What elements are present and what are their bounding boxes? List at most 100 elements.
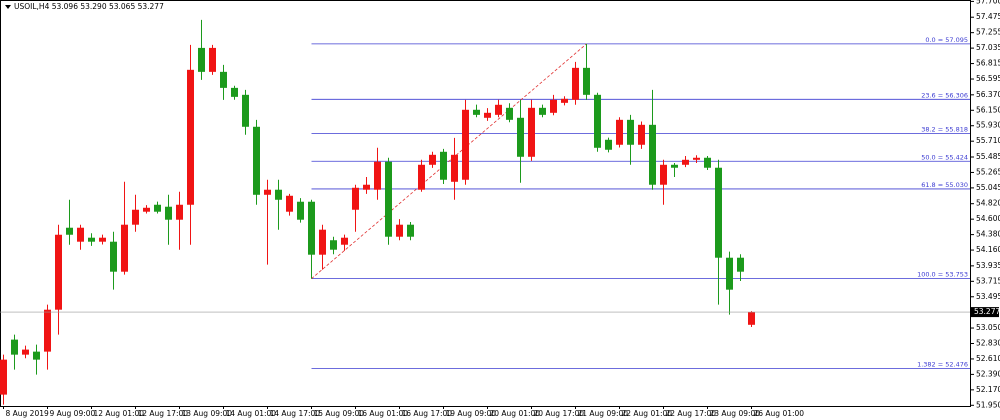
candle-body xyxy=(55,234,62,310)
candle-body xyxy=(99,237,106,242)
x-tick-label: 12 Aug 17:00 xyxy=(138,409,189,418)
x-tick-label: 22 Aug 01:00 xyxy=(622,409,673,418)
candle-body xyxy=(473,109,480,115)
y-tick-label: 57.255 xyxy=(976,28,1000,37)
candle-body xyxy=(517,117,524,157)
candle-body xyxy=(451,154,458,182)
x-tick-label: 19 Aug 09:00 xyxy=(446,409,497,418)
x-tick-label: 13 Aug 09:00 xyxy=(182,409,233,418)
candle-body xyxy=(726,257,733,290)
fib-label: 61.8 = 55.030 xyxy=(921,181,968,189)
y-tick-label: 57.035 xyxy=(976,43,1000,52)
candle-body xyxy=(143,207,150,212)
x-tick-label: 16 Aug 17:00 xyxy=(402,409,453,418)
x-tick-label: 12 Aug 01:00 xyxy=(94,409,145,418)
x-tick-label: 22 Aug 17:00 xyxy=(666,409,717,418)
candle-body xyxy=(77,227,84,242)
candle-body xyxy=(429,154,436,165)
y-tick-label: 54.820 xyxy=(976,199,1000,208)
candle-body xyxy=(385,161,392,237)
y-tick-label: 57.700 xyxy=(976,0,1000,5)
x-tick-label: 14 Aug 17:00 xyxy=(270,409,321,418)
fib-label: 50.0 = 55.424 xyxy=(921,153,968,161)
fib-trendline xyxy=(311,43,587,279)
candle-body xyxy=(165,206,172,220)
fib-label: 1.382 = 52.476 xyxy=(917,360,968,368)
y-tick-label: 55.265 xyxy=(976,167,1000,176)
y-tick-label: 56.370 xyxy=(976,90,1000,99)
candle-body xyxy=(605,139,612,150)
candle-body xyxy=(198,47,205,72)
x-tick-label: 23 Aug 09:00 xyxy=(710,409,761,418)
candle-body xyxy=(44,309,51,352)
x-tick-label: 8 Aug 2019 xyxy=(6,409,49,418)
candle-body xyxy=(231,87,238,97)
candle-body xyxy=(407,224,414,237)
y-tick-label: 53.715 xyxy=(976,276,1000,285)
current-price-box xyxy=(971,307,999,318)
candle-body xyxy=(132,209,139,225)
candle-body xyxy=(704,157,711,168)
candle-body xyxy=(737,257,744,272)
candle-body xyxy=(748,312,755,325)
candle-body xyxy=(495,104,502,115)
y-tick-label: 52.830 xyxy=(976,338,1000,347)
candle-body xyxy=(418,164,425,190)
candle-body xyxy=(627,119,634,145)
current-price-label: 53.277 xyxy=(974,307,1000,316)
y-tick-label: 51.950 xyxy=(976,400,1000,409)
candle-body xyxy=(616,119,623,145)
x-tick-label: 21 Aug 09:00 xyxy=(578,409,629,418)
x-tick-label: 14 Aug 01:00 xyxy=(226,409,277,418)
candle-body xyxy=(484,112,491,118)
candle-body xyxy=(528,107,535,157)
candle-body xyxy=(671,164,678,168)
x-tick-label: 20 Aug 17:00 xyxy=(534,409,585,418)
y-tick-label: 55.710 xyxy=(976,136,1000,145)
header: USOIL,H4 53.096 53.290 53.065 53.277 xyxy=(14,2,164,11)
y-tick-label: 56.150 xyxy=(976,105,1000,114)
candle-body xyxy=(286,195,293,212)
candle-body xyxy=(550,99,557,113)
candle-body xyxy=(88,237,95,242)
candle-body xyxy=(341,237,348,245)
y-tick-label: 57.475 xyxy=(976,12,1000,21)
y-tick-label: 53.050 xyxy=(976,323,1000,332)
y-tick-label: 52.170 xyxy=(976,385,1000,394)
candle-body xyxy=(506,107,513,120)
candle-body xyxy=(440,151,447,180)
y-tick-label: 56.595 xyxy=(976,74,1000,83)
candle-body xyxy=(583,67,590,95)
fib-label: 23.6 = 56.306 xyxy=(921,91,968,99)
y-tick-label: 54.600 xyxy=(976,214,1000,223)
x-tick-label: 9 Aug 09:00 xyxy=(50,409,96,418)
candle-body xyxy=(22,349,29,355)
candle-body xyxy=(110,241,117,272)
y-tick-label: 53.495 xyxy=(976,292,1000,301)
candle-body xyxy=(363,184,370,190)
candle-body xyxy=(594,94,601,148)
candle-body xyxy=(176,204,183,220)
candle-body xyxy=(539,107,546,115)
candle-body xyxy=(242,94,249,127)
candle-body xyxy=(154,204,161,212)
candle-body xyxy=(396,224,403,237)
candle-body xyxy=(462,109,469,180)
candle-body xyxy=(297,201,304,220)
y-tick-label: 54.160 xyxy=(976,245,1000,254)
candle-body xyxy=(715,167,722,258)
candle-body xyxy=(264,189,271,195)
y-tick-label: 55.485 xyxy=(976,152,1000,161)
candle-body xyxy=(209,47,216,72)
candle-body xyxy=(121,224,128,272)
candle-body xyxy=(11,339,18,355)
candle-body xyxy=(187,69,194,205)
candle-body xyxy=(693,157,700,160)
candle-body xyxy=(561,98,568,103)
y-tick-label: 55.930 xyxy=(976,121,1000,130)
x-tick-label: 15 Aug 09:00 xyxy=(314,409,365,418)
menu-triangle xyxy=(5,5,11,9)
y-tick-label: 54.380 xyxy=(976,230,1000,239)
